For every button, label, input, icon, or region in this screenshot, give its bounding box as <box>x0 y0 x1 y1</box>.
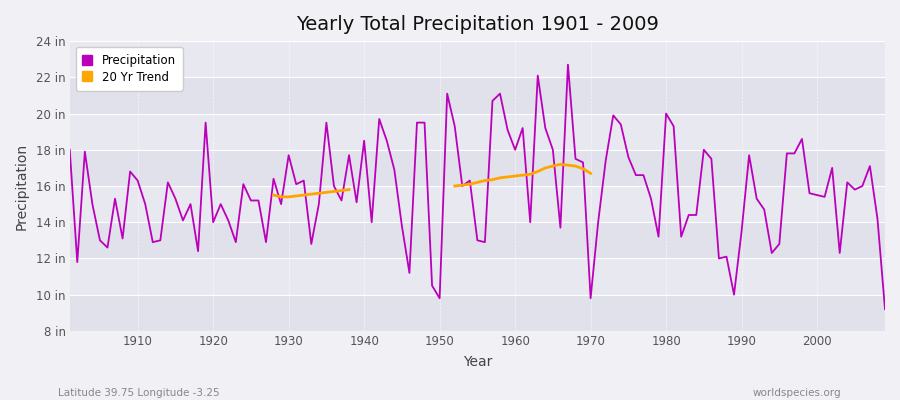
20 Yr Trend <box>344 187 355 192</box>
Precipitation <box>125 169 136 174</box>
Bar <box>69 295 885 331</box>
Line: 20 Yr Trend: 20 Yr Trend <box>274 190 349 197</box>
20 Yr Trend <box>291 194 302 198</box>
20 Yr Trend <box>298 193 309 198</box>
Bar <box>69 150 885 186</box>
20 Yr Trend <box>284 194 294 199</box>
20 Yr Trend <box>306 192 317 196</box>
Legend: Precipitation, 20 Yr Trend: Precipitation, 20 Yr Trend <box>76 47 183 91</box>
Text: Latitude 39.75 Longitude -3.25: Latitude 39.75 Longitude -3.25 <box>58 388 220 398</box>
Precipitation <box>291 182 302 186</box>
Bar <box>69 77 885 114</box>
Precipitation <box>509 147 520 152</box>
Text: worldspecies.org: worldspecies.org <box>753 388 842 398</box>
Precipitation <box>336 198 346 203</box>
X-axis label: Year: Year <box>463 355 492 369</box>
20 Yr Trend <box>328 189 339 194</box>
20 Yr Trend <box>275 194 286 199</box>
Precipitation <box>608 113 618 118</box>
20 Yr Trend <box>268 193 279 198</box>
Bar <box>69 222 885 258</box>
20 Yr Trend <box>336 188 346 193</box>
20 Yr Trend <box>321 190 332 195</box>
20 Yr Trend <box>313 191 324 196</box>
Precipitation <box>562 62 573 67</box>
Line: Precipitation: Precipitation <box>69 65 885 309</box>
Y-axis label: Precipitation: Precipitation <box>15 142 29 230</box>
Title: Yearly Total Precipitation 1901 - 2009: Yearly Total Precipitation 1901 - 2009 <box>296 15 659 34</box>
Precipitation <box>502 128 513 132</box>
Precipitation <box>879 307 890 312</box>
Precipitation <box>64 147 75 152</box>
